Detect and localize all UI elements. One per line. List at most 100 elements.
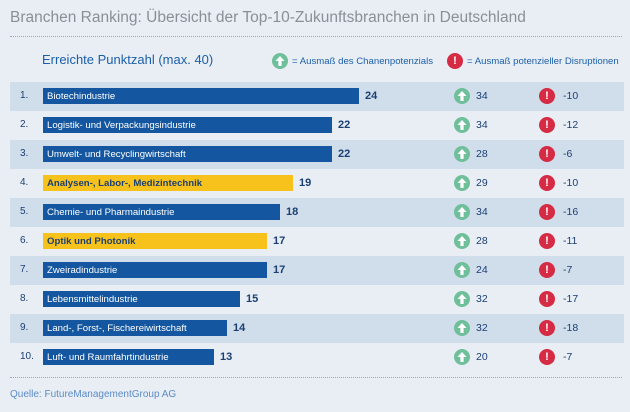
rank-label: 10. (20, 351, 34, 362)
legend-potential-label: = Ausmaß des Chanenpotenzials (292, 55, 434, 67)
arrow-up-icon (454, 88, 470, 104)
exclamation-icon: ! (539, 117, 555, 133)
score-bar: Land-, Forst-, Fischereiwirtschaft (43, 320, 227, 336)
score-value: 15 (246, 293, 259, 305)
rank-label: 7. (20, 264, 29, 275)
arrow-up-icon (454, 146, 470, 162)
score-value: 17 (273, 264, 286, 276)
arrow-up-icon (454, 291, 470, 307)
arrow-up-icon (454, 175, 470, 191)
arrow-up-icon (454, 233, 470, 249)
arrow-up-icon (454, 262, 470, 278)
industry-label: Land-, Forst-, Fischereiwirtschaft (47, 322, 187, 334)
table-row: 8. Lebensmittelindustrie 15 32! -17 (10, 285, 624, 314)
potential-value: 20 (476, 351, 488, 363)
rank-label: 4. (20, 177, 29, 188)
rank-label: 6. (20, 235, 29, 246)
exclamation-icon: ! (539, 320, 555, 336)
potential-value: 24 (476, 264, 488, 276)
disruption-value: -7 (563, 264, 573, 276)
exclamation-icon: ! (539, 204, 555, 220)
table-row: 4. Analysen-, Labor-, Medizintechnik 19 29!… (10, 169, 624, 198)
arrow-up-icon (454, 204, 470, 220)
industry-label: Logistik- und Verpackungsindustrie (47, 119, 196, 131)
disruption-value: -6 (563, 148, 573, 160)
score-value: 22 (338, 148, 351, 160)
exclamation-icon: ! (539, 88, 555, 104)
industry-label: Analysen-, Labor-, Medizintechnik (47, 177, 203, 189)
exclamation-icon: ! (539, 349, 555, 365)
arrow-up-icon (454, 117, 470, 133)
disruption-value: -10 (563, 90, 579, 102)
disruption-value: -11 (563, 235, 578, 247)
source-note: Quelle: FutureManagementGroup AG (10, 389, 177, 400)
score-bar: Umwelt- und Recyclingwirtschaft (43, 146, 332, 162)
table-row: 5. Chemie- und Pharmaindustrie 18 34! -16 (10, 198, 624, 227)
disruption-value: -18 (563, 322, 579, 334)
legend-disruption: ! = Ausmaß potenzieller Disruptionen (447, 52, 619, 70)
score-value: 24 (365, 90, 378, 102)
rank-label: 3. (20, 148, 29, 159)
score-bar: Optik und Photonik (43, 233, 267, 249)
arrow-up-icon (454, 320, 470, 336)
potential-value: 28 (476, 235, 488, 247)
table-row: 10. Luft- und Raumfahrtindustrie 13 20! -7 (10, 343, 624, 372)
disruption-value: -7 (563, 351, 573, 363)
rank-label: 8. (20, 293, 29, 304)
disruption-value: -17 (563, 293, 579, 305)
score-bar: Zweiradindustrie (43, 262, 267, 278)
disruption-value: -10 (563, 177, 579, 189)
table-row: 2. Logistik- und Verpackungsindustrie 22 34… (10, 111, 624, 140)
potential-value: 32 (476, 293, 488, 305)
table-row: 7. Zweiradindustrie 17 24! -7 (10, 256, 624, 285)
arrow-up-icon (272, 53, 288, 69)
score-bar: Logistik- und Verpackungsindustrie (43, 117, 332, 133)
legend-disruption-label: = Ausmaß potenzieller Disruptionen (467, 55, 619, 67)
score-header: Erreichte Punktzahl (max. 40) (42, 52, 214, 67)
exclamation-icon: ! (539, 291, 555, 307)
rank-label: 2. (20, 119, 29, 130)
title-divider (10, 36, 622, 37)
industry-label: Chemie- und Pharmaindustrie (47, 206, 175, 218)
potential-value: 34 (476, 119, 488, 131)
exclamation-icon: ! (539, 233, 555, 249)
bottom-divider (10, 377, 622, 378)
exclamation-icon: ! (539, 175, 555, 191)
rank-label: 5. (20, 206, 29, 217)
table-row: 6. Optik und Photonik 17 28! -11 (10, 227, 624, 256)
exclamation-icon: ! (539, 146, 555, 162)
score-value: 17 (273, 235, 286, 247)
table-row: 3. Umwelt- und Recyclingwirtschaft 22 28! -6 (10, 140, 624, 169)
score-value: 22 (338, 119, 351, 131)
chart-title: Branchen Ranking: Übersicht der Top-10-Z… (10, 9, 526, 26)
disruption-value: -16 (563, 206, 579, 218)
score-value: 18 (286, 206, 299, 218)
table-row: 1. Biotechindustrie 24 34! -10 (10, 82, 624, 111)
rank-label: 9. (20, 322, 29, 333)
score-bar: Biotechindustrie (43, 88, 359, 104)
exclamation-icon: ! (539, 262, 555, 278)
score-value: 19 (299, 177, 312, 189)
score-value: 14 (233, 322, 246, 334)
score-bar: Analysen-, Labor-, Medizintechnik (43, 175, 293, 191)
industry-label: Luft- und Raumfahrtindustrie (47, 351, 169, 363)
potential-value: 34 (476, 206, 488, 218)
legend-potential: = Ausmaß des Chanenpotenzials (272, 52, 433, 70)
table-row: 9. Land-, Forst-, Fischereiwirtschaft 14 32… (10, 314, 624, 343)
score-value: 13 (220, 351, 233, 363)
score-bar: Chemie- und Pharmaindustrie (43, 204, 280, 220)
industry-label: Lebensmittelindustrie (47, 293, 138, 305)
industry-label: Zweiradindustrie (47, 264, 118, 276)
rank-label: 1. (20, 90, 29, 101)
disruption-value: -12 (563, 119, 579, 131)
potential-value: 32 (476, 322, 488, 334)
potential-value: 34 (476, 90, 488, 102)
exclamation-icon: ! (447, 53, 463, 69)
industry-label: Umwelt- und Recyclingwirtschaft (47, 148, 186, 160)
ranking-chart: 1. Biotechindustrie 24 34! -10 2. Logistik- un… (10, 82, 624, 372)
potential-value: 29 (476, 177, 488, 189)
industry-label: Biotechindustrie (47, 90, 116, 102)
industry-label: Optik und Photonik (47, 235, 136, 247)
score-bar: Luft- und Raumfahrtindustrie (43, 349, 214, 365)
score-bar: Lebensmittelindustrie (43, 291, 240, 307)
